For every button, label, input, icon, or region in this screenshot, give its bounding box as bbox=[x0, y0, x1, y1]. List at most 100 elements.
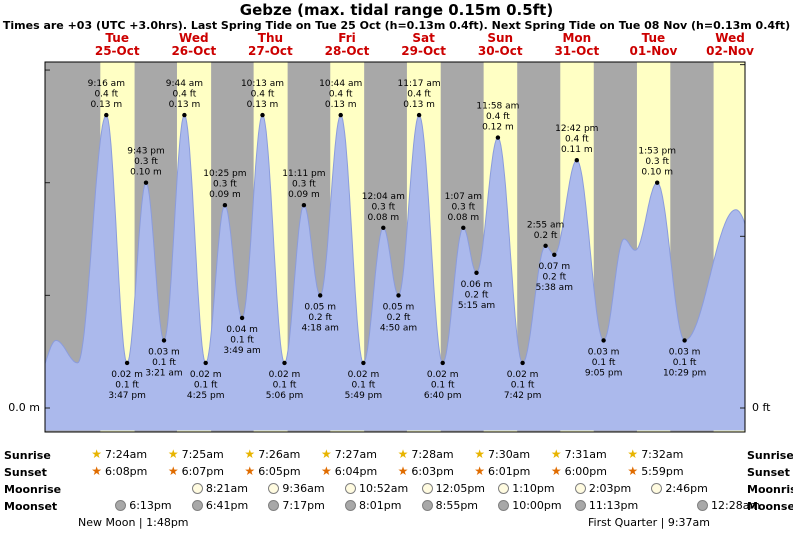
moonset-moon-icon bbox=[421, 500, 433, 511]
chart-title: Gebze (max. tidal range 0.15m 0.5ft) bbox=[239, 1, 554, 19]
moonset-moon-icon bbox=[498, 500, 510, 511]
tide-event-dot bbox=[543, 243, 548, 248]
sunrise-star-icon: ★ bbox=[474, 447, 485, 461]
sunrise-row-label: Sunrise bbox=[4, 449, 51, 462]
tide-event-low: 0.02 m 0.1 ft 5:06 pm bbox=[266, 360, 304, 401]
moonset-moon-icon bbox=[115, 500, 127, 511]
day-label-25-Oct: Tue 25-Oct bbox=[94, 31, 140, 59]
tide-event-dot bbox=[301, 203, 307, 208]
day-label-29-Oct: Sat 29-Oct bbox=[401, 31, 446, 59]
sunrise-star-icon: ★ bbox=[627, 447, 639, 461]
sunrise-entry: ★ 7:31am bbox=[551, 448, 607, 462]
tide-area bbox=[45, 115, 745, 431]
moonrise-time: 1:10pm bbox=[512, 482, 555, 495]
tide-event-dot bbox=[520, 360, 525, 366]
sunrise-entry: ★ 7:27am bbox=[321, 447, 377, 462]
chart-frame bbox=[44, 61, 746, 433]
sunrise-time: 7:26am bbox=[258, 448, 301, 461]
sunrise-row-label-right: Sunrise bbox=[747, 449, 793, 462]
moonset-moon-icon bbox=[191, 500, 203, 511]
tide-event-label: 0.05 m 0.2 ft 4:50 am bbox=[380, 302, 417, 333]
tide-event-dot bbox=[338, 112, 343, 118]
moonrise-moon-icon bbox=[345, 483, 357, 494]
tide-event-dot bbox=[655, 180, 660, 185]
sunset-time: 6:04pm bbox=[334, 465, 378, 478]
tide-event-label: 0.07 m 0.2 ft 5:38 am bbox=[536, 262, 573, 293]
tide-event-label: 10:25 pm 0.3 ft 0.09 m bbox=[203, 169, 246, 200]
sunrise-star-icon: ★ bbox=[321, 447, 332, 461]
moonset-entry: 8:55pm bbox=[421, 499, 479, 512]
tide-event-dot bbox=[143, 180, 149, 185]
tide-event-high: 9:16 am 0.4 ft 0.13 m bbox=[88, 79, 125, 118]
sunset-row-label: Sunset bbox=[4, 466, 47, 479]
moon-phase-first-quarter: First Quarter | 9:37am bbox=[588, 516, 710, 529]
tide-event-label: 11:11 pm 0.3 ft 0.09 m bbox=[282, 169, 325, 200]
moon-phase-new-moon: New Moon | 1:48pm bbox=[78, 516, 189, 529]
moonset-time: 8:55pm bbox=[435, 499, 479, 512]
tide-event-high: 10:13 am 0.4 ft 0.13 m bbox=[241, 79, 284, 118]
sunset-star-icon: ★ bbox=[91, 464, 102, 478]
moonrise-entry: 12:05pm bbox=[421, 482, 486, 495]
tide-event-dot bbox=[495, 135, 501, 140]
tide-event-high: 11:11 pm 0.3 ft 0.09 m bbox=[282, 169, 326, 208]
moonset-time: 6:41pm bbox=[205, 499, 249, 512]
tide-event-high: 1:53 pm 0.3 ft 0.10 m bbox=[638, 147, 676, 185]
sunrise-row: Sunrise Sunrise ★ 7:24am ★ 7:25am ★ 7:26am ★ 7:… bbox=[0, 448, 793, 464]
moonset-time: 12:28am bbox=[711, 499, 761, 512]
tide-event-dot bbox=[182, 112, 187, 118]
moonrise-row-label-right: Moonrise bbox=[747, 483, 793, 496]
tide-event-label: 9:16 am 0.4 ft 0.13 m bbox=[88, 79, 125, 110]
tide-event-high: 12:04 am 0.3 ft 0.08 m bbox=[362, 192, 405, 230]
tide-event-dot bbox=[260, 112, 265, 118]
day-labels-row: Tue 25-Oct Wed 26-Oct Thu 27-Oct Fri 28-Oct Sat 2… bbox=[0, 31, 793, 60]
moonrise-time: 12:05pm bbox=[435, 482, 486, 495]
sunset-entry: ★ 6:08pm bbox=[91, 464, 147, 479]
sunset-entry: ★ 6:05pm bbox=[244, 465, 301, 479]
sunset-time: 6:05pm bbox=[258, 465, 301, 478]
sunset-time: 6:03pm bbox=[411, 465, 454, 478]
sunrise-time: 7:24am bbox=[104, 448, 148, 461]
tide-event-low: 0.03 m 0.1 ft 3:21 am bbox=[145, 338, 183, 378]
tide-event-label: 2:55 am 0.2 ft bbox=[527, 220, 564, 241]
tide-event-dot bbox=[461, 225, 466, 230]
sunrise-star-icon: ★ bbox=[91, 447, 102, 461]
sunrise-entry: ★ 7:32am bbox=[627, 447, 683, 462]
sunset-star-icon: ★ bbox=[550, 464, 562, 478]
sunrise-entry: ★ 7:24am bbox=[91, 447, 148, 462]
tide-event-label: 11:58 am 0.4 ft 0.12 m bbox=[476, 102, 519, 133]
sunset-time: 6:07pm bbox=[181, 465, 224, 478]
day-label-26-Oct: Wed 26-Oct bbox=[171, 31, 217, 59]
day-label-02-Nov: Wed 02-Nov bbox=[706, 31, 754, 59]
tide-event-label: 12:04 am 0.3 ft 0.08 m bbox=[362, 192, 405, 223]
tide-curve bbox=[44, 114, 746, 364]
moonrise-moon-icon bbox=[574, 483, 586, 494]
tide-event-low: 0.04 m 0.1 ft 3:49 am bbox=[223, 315, 261, 356]
tide-event-dot bbox=[361, 360, 366, 366]
tide-event-low: 0.03 m 0.1 ft 9:05 pm bbox=[585, 338, 622, 378]
tide-event-label: 0.02 m 0.1 ft 3:47 pm bbox=[108, 370, 146, 401]
tide-event-label: 0.02 m 0.1 ft 5:06 pm bbox=[266, 370, 304, 401]
tide-event-low: 0.02 m 0.1 ft 7:42 pm bbox=[504, 360, 541, 401]
tide-event-dot bbox=[239, 315, 245, 321]
moonset-entry: 12:28am bbox=[697, 499, 760, 512]
moonrise-row: Moonrise Moonrise 8:21am 9:36am 10:52am 12:… bbox=[0, 482, 793, 498]
sunrise-entry: ★ 7:28am bbox=[397, 447, 454, 462]
tide-event-dot bbox=[574, 158, 579, 163]
tide-event-high: 1:07 am 0.3 ft 0.08 m bbox=[445, 192, 482, 230]
sunset-time: 6:00pm bbox=[564, 465, 607, 478]
tide-event-dot bbox=[104, 112, 109, 118]
sunset-time: 6:01pm bbox=[487, 465, 531, 478]
tide-event-dot bbox=[682, 338, 687, 343]
sunset-time: 5:59pm bbox=[641, 465, 684, 478]
tide-event-high: 11:17 am 0.4 ft 0.13 m bbox=[398, 79, 441, 118]
sunrise-star-icon: ★ bbox=[397, 447, 409, 461]
tide-event-dot bbox=[552, 252, 557, 257]
sunset-row: Sunset Sunset ★ 6:08pm ★ 6:07pm ★ 6:05pm ★ 6:04… bbox=[0, 465, 793, 481]
tide-event-low: 0.02 m 0.1 ft 5:49 pm bbox=[345, 360, 382, 401]
tide-event-label: 11:17 am 0.4 ft 0.13 m bbox=[398, 79, 441, 110]
tide-event-label: 0.02 m 0.1 ft 4:25 pm bbox=[187, 370, 225, 401]
tide-event-label: 1:53 pm 0.3 ft 0.10 m bbox=[638, 147, 676, 178]
tide-event-dot bbox=[396, 293, 401, 298]
